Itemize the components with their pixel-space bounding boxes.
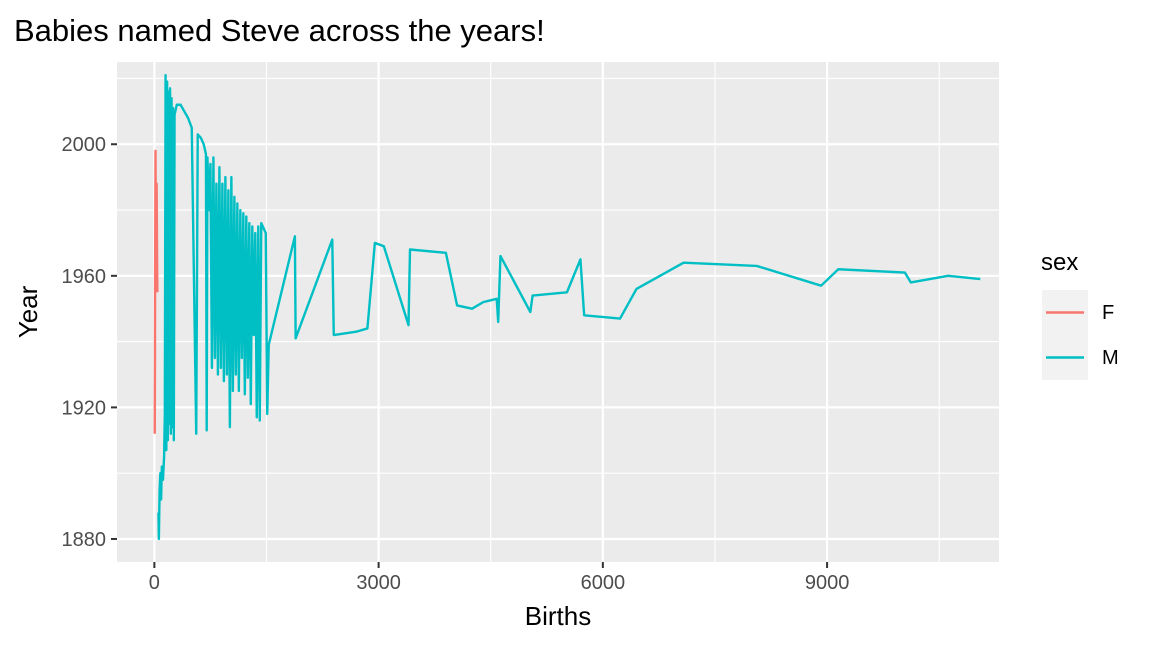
legend: sex F M xyxy=(1041,249,1119,380)
y-tick-label: 1880 xyxy=(62,529,107,551)
series-layer xyxy=(153,73,981,541)
legend-title: sex xyxy=(1041,249,1078,276)
series-line-M xyxy=(157,73,981,541)
x-tick-label: 0 xyxy=(149,572,160,594)
y-tick-label: 2000 xyxy=(62,134,107,156)
x-tick-label: 6000 xyxy=(581,572,626,594)
x-axis-title: Births xyxy=(525,601,591,631)
chart-title: Babies named Steve across the years! xyxy=(14,13,545,48)
grid-major xyxy=(117,62,999,562)
x-axis: 0 3000 6000 9000 xyxy=(149,562,850,594)
y-tick-label: 1920 xyxy=(62,397,107,419)
y-tick-label: 1960 xyxy=(62,266,107,288)
y-axis-title: Year xyxy=(13,285,43,338)
y-axis: 1880 1920 1960 2000 xyxy=(62,134,117,551)
legend-label-M: M xyxy=(1102,347,1119,369)
x-tick-label: 3000 xyxy=(356,572,401,594)
series-line-F xyxy=(153,149,159,434)
legend-label-F: F xyxy=(1102,302,1114,324)
x-tick-label: 9000 xyxy=(805,572,850,594)
